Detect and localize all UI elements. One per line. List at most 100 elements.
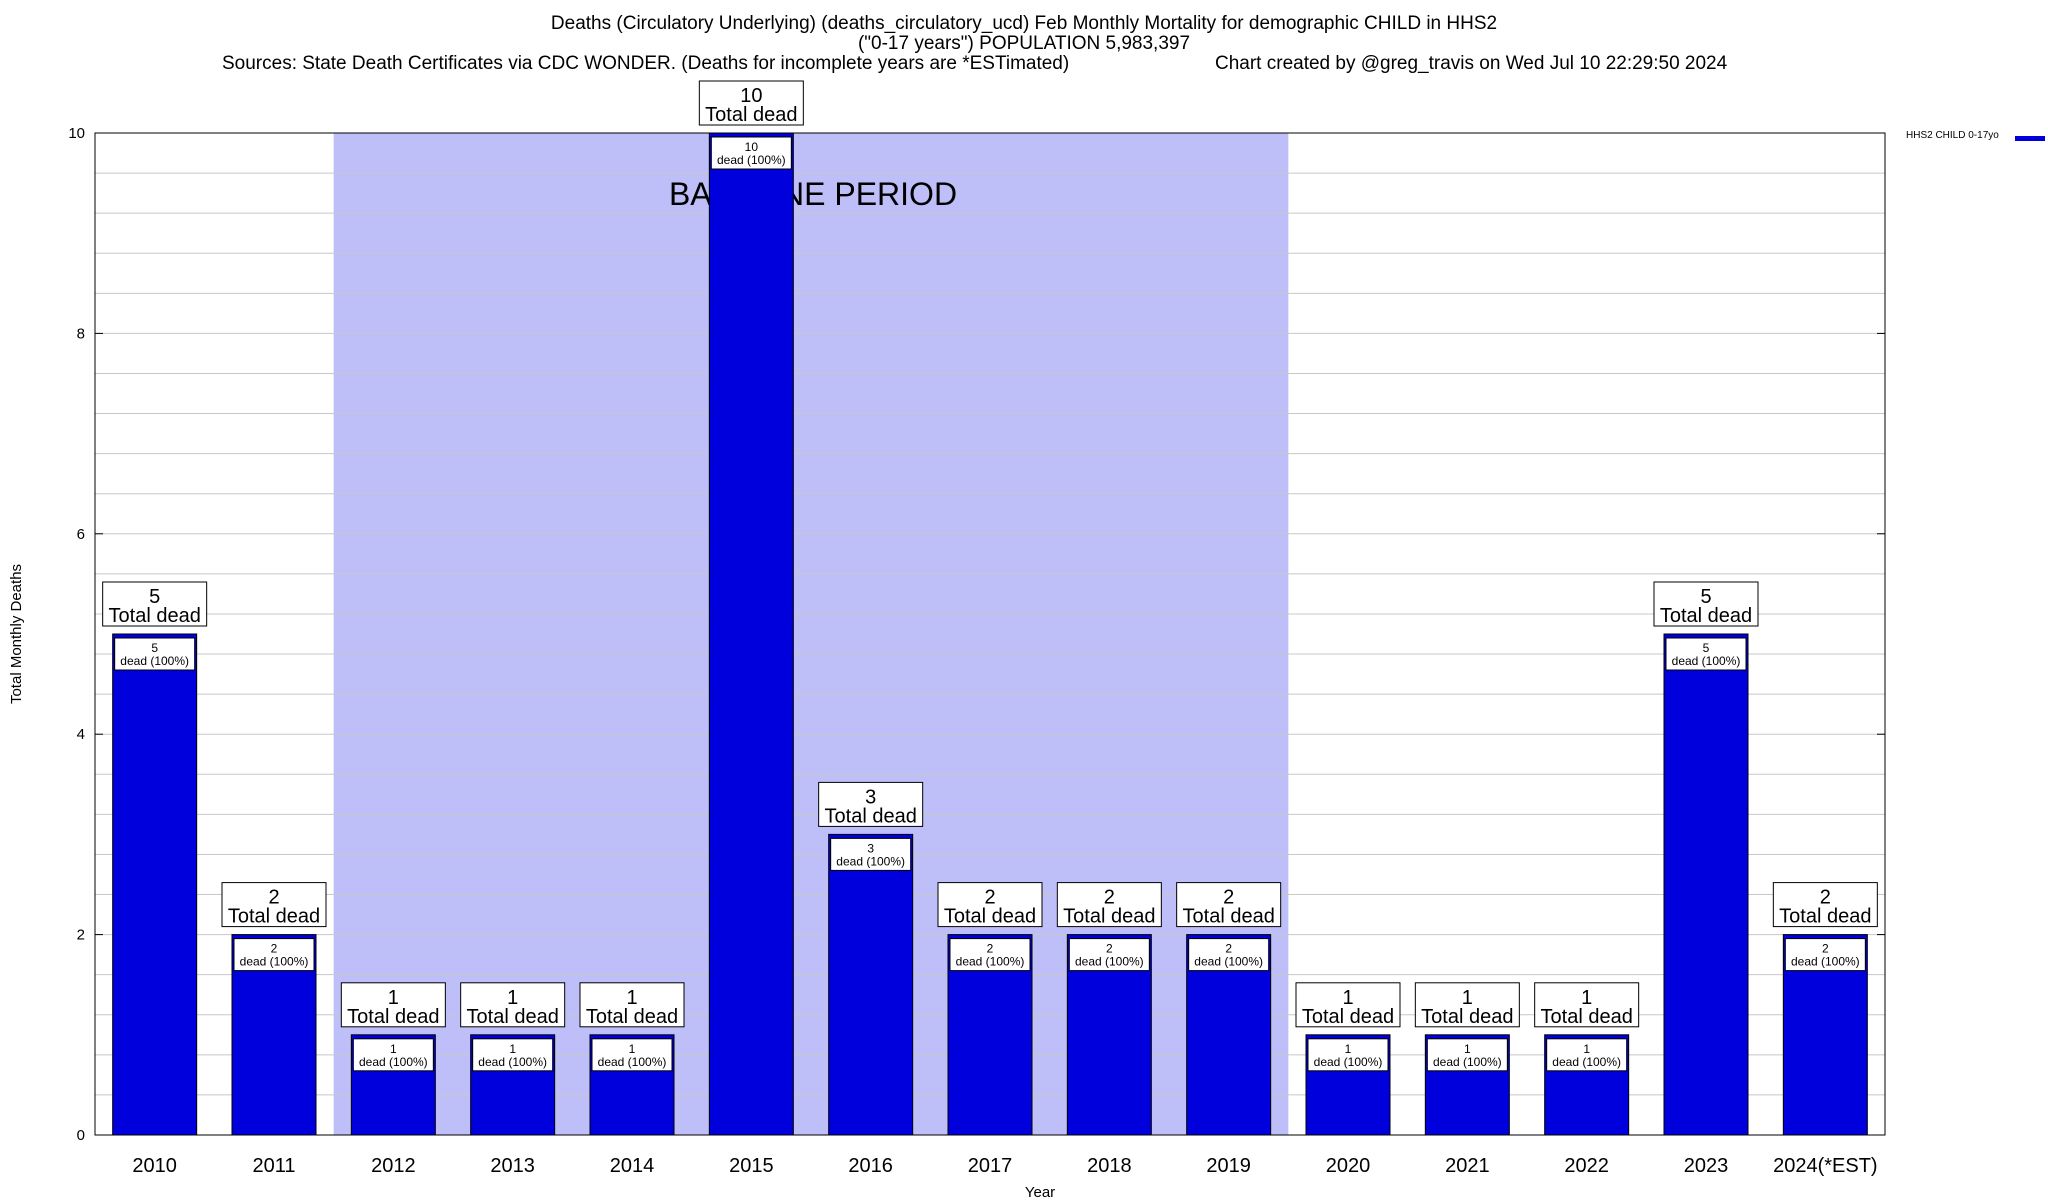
bar-total-label-box — [698, 80, 804, 126]
bar-inner-value: 1 — [390, 1042, 397, 1056]
bar-total-label-box — [1295, 982, 1401, 1028]
bar-inner-value: 2 — [271, 942, 278, 956]
x-tick-label: 2013 — [490, 1155, 535, 1177]
y-tick-label: 4 — [77, 726, 85, 743]
x-tick-label: 2012 — [371, 1155, 416, 1177]
bar-total-label-box — [579, 982, 685, 1028]
bar-total-value: 5 — [1700, 586, 1711, 608]
bar-inner-label: dead (100%) — [836, 854, 905, 868]
bar — [828, 833, 914, 1136]
x-tick-label: 2020 — [1326, 1155, 1371, 1177]
bar-total-value: 1 — [626, 987, 637, 1009]
bar-total-label: Total dead — [467, 1006, 559, 1028]
bar-inner-label-box — [710, 136, 792, 170]
bar-total-label-box — [221, 882, 327, 928]
legend-label: HHS2 CHILD 0-17yo — [1906, 130, 1999, 141]
y-tick-label: 0 — [77, 1127, 85, 1144]
chart-credit: Chart created by @greg_travis on Wed Jul… — [1215, 53, 1728, 74]
x-tick-label: 2018 — [1087, 1155, 1132, 1177]
bar-total-value: 1 — [1462, 987, 1473, 1009]
bar-inner-label: dead (100%) — [1791, 955, 1860, 969]
bar — [112, 633, 198, 1136]
bar-inner-label: dead (100%) — [1672, 654, 1741, 668]
bar-inner-value: 2 — [1106, 942, 1113, 956]
bar-inner-label-box — [949, 938, 1031, 972]
x-tick-label: 2015 — [729, 1155, 774, 1177]
y-tick-label: 8 — [77, 325, 85, 342]
bar-total-label: Total dead — [109, 605, 201, 627]
bar — [1663, 633, 1749, 1136]
bar-total-label: Total dead — [1302, 1006, 1394, 1028]
bar — [708, 132, 794, 1136]
bar-inner-label-box — [830, 837, 912, 871]
bar-total-value: 2 — [1104, 887, 1115, 909]
bar-total-label-box — [102, 581, 208, 627]
bar-inner-label-box — [1188, 938, 1270, 972]
bar-total-value: 1 — [388, 987, 399, 1009]
bar-inner-label: dead (100%) — [1194, 955, 1263, 969]
bar-inner-value: 5 — [151, 641, 158, 655]
bar-inner-value: 2 — [1822, 942, 1829, 956]
x-tick-label: 2023 — [1684, 1155, 1729, 1177]
bar-total-label: Total dead — [944, 906, 1036, 928]
bar-total-label: Total dead — [347, 1006, 439, 1028]
bar-inner-label-box — [1307, 1038, 1389, 1072]
bar-total-label: Total dead — [1421, 1006, 1513, 1028]
bar-total-label: Total dead — [1779, 906, 1871, 928]
bar-total-label-box — [1056, 882, 1162, 928]
bar-inner-label: dead (100%) — [120, 654, 189, 668]
bar-total-value: 3 — [865, 786, 876, 808]
bar-total-label: Total dead — [1063, 906, 1155, 928]
bar-inner-label-box — [352, 1038, 434, 1072]
bar-inner-label: dead (100%) — [1552, 1055, 1621, 1069]
bar-inner-label-box — [233, 938, 315, 972]
bar-inner-label: dead (100%) — [1314, 1055, 1383, 1069]
bar-inner-label: dead (100%) — [717, 153, 786, 167]
bar-inner-value: 2 — [987, 942, 994, 956]
legend-swatch — [2015, 136, 2045, 141]
bar-total-label: Total dead — [1183, 906, 1275, 928]
x-tick-label: 2024(*EST) — [1773, 1155, 1878, 1177]
bar-inner-label: dead (100%) — [359, 1055, 428, 1069]
y-tick-label: 10 — [68, 125, 85, 142]
bar-total-value: 1 — [1581, 987, 1592, 1009]
x-tick-label: 2016 — [848, 1155, 893, 1177]
bar-total-label: Total dead — [586, 1006, 678, 1028]
bar-total-value: 1 — [1342, 987, 1353, 1009]
bar-total-value: 1 — [507, 987, 518, 1009]
bar-inner-value: 3 — [867, 841, 874, 855]
bar-inner-label-box — [114, 637, 196, 671]
bar-inner-value: 1 — [629, 1042, 636, 1056]
bar-inner-label: dead (100%) — [478, 1055, 547, 1069]
bar-total-label: Total dead — [228, 906, 320, 928]
chart-subtitle: ("0-17 years") POPULATION 5,983,397 — [857, 33, 1191, 54]
x-tick-label: 2019 — [1206, 1155, 1251, 1177]
x-axis-label: Year — [1025, 1184, 1055, 1200]
bar-inner-label: dead (100%) — [598, 1055, 667, 1069]
bar-inner-label: dead (100%) — [240, 955, 309, 969]
bar-inner-value: 1 — [509, 1042, 516, 1056]
x-tick-label: 2010 — [132, 1155, 177, 1177]
bar-total-value: 2 — [984, 887, 995, 909]
bar-total-label: Total dead — [1660, 605, 1752, 627]
x-tick-label: 2014 — [610, 1155, 655, 1177]
bar-total-value: 10 — [740, 85, 762, 107]
bar-inner-value: 5 — [1703, 641, 1710, 655]
bar-total-label: Total dead — [1541, 1006, 1633, 1028]
bar-total-label-box — [340, 982, 446, 1028]
y-axis-label: Total Monthly Deaths — [8, 564, 25, 704]
bar-inner-value: 10 — [745, 140, 759, 154]
bar-inner-value: 1 — [1345, 1042, 1352, 1056]
bar-inner-label-box — [1546, 1038, 1628, 1072]
bar-total-label: Total dead — [825, 805, 917, 827]
chart-sources: Sources: State Death Certificates via CD… — [222, 53, 1070, 74]
bar-inner-label-box — [1068, 938, 1150, 972]
bar-total-label-box — [1176, 882, 1282, 928]
bar-inner-label-box — [1426, 1038, 1508, 1072]
x-tick-label: 2022 — [1564, 1155, 1609, 1177]
bar-total-label-box — [460, 982, 566, 1028]
bar-inner-label: dead (100%) — [1075, 955, 1144, 969]
bar-total-label-box — [818, 781, 924, 827]
bar-total-label-box — [1772, 882, 1878, 928]
